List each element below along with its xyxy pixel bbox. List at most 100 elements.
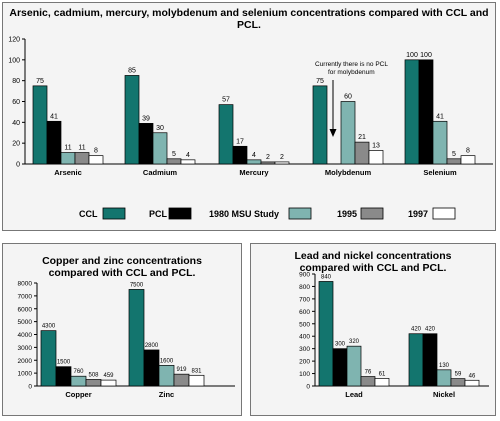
y-tick-label: 100 <box>8 57 20 64</box>
bar <box>128 289 145 387</box>
chart-title: Copper and zinc concentrations compared … <box>42 255 202 279</box>
bar-value-label: 919 <box>176 367 187 373</box>
y-tick-label: 900 <box>299 272 310 279</box>
bar <box>40 330 57 387</box>
bar-value-label: 1500 <box>57 360 71 366</box>
y-tick-label: 2000 <box>18 358 33 365</box>
chart-svg-copper-zinc: 0 1000 2000 3000 4000 5000 6000 7000 8000 4300 150… <box>18 281 235 399</box>
bar-value-label: 840 <box>321 274 332 280</box>
bar <box>422 333 438 387</box>
bar <box>418 59 434 165</box>
legend-swatch <box>288 207 312 220</box>
bar-value-label: 100 <box>420 52 432 59</box>
category-label: Mercury <box>239 168 269 177</box>
bar <box>143 349 160 387</box>
bar-value-label: 508 <box>88 372 99 378</box>
bar <box>340 101 356 165</box>
annotation-text: for molybdenum <box>328 69 375 76</box>
legend-label: 1995 <box>337 209 357 219</box>
category-label: Copper <box>65 390 91 399</box>
bar <box>318 281 334 387</box>
y-tick-label: 8000 <box>18 281 33 288</box>
bar-value-label: 760 <box>73 369 84 375</box>
bar <box>246 159 262 165</box>
bar-value-label: 5 <box>452 151 456 158</box>
bar <box>436 369 452 387</box>
bar-value-label: 46 <box>469 373 476 379</box>
bar <box>158 365 175 387</box>
legend-swatch <box>102 207 126 220</box>
bar <box>432 120 448 165</box>
category-label: Zinc <box>159 390 174 399</box>
bar-value-label: 1600 <box>160 358 174 364</box>
bar <box>374 378 390 387</box>
bar-value-label: 41 <box>436 113 444 120</box>
bar-value-label: 85 <box>128 67 136 74</box>
bar <box>354 141 370 165</box>
chart-panel-copper-zinc: Copper and zinc concentrations compared … <box>2 243 242 416</box>
chart-panel-lead-nickel: Lead and nickel concentrations compared … <box>250 243 496 416</box>
bar <box>166 158 182 165</box>
bar <box>274 161 290 165</box>
y-tick-label: 6000 <box>18 306 33 313</box>
bar <box>464 379 480 387</box>
y-tick-label: 0 <box>28 384 32 391</box>
bar-value-label: 21 <box>358 134 366 141</box>
y-tick-label: 700 <box>299 296 310 303</box>
bar <box>100 379 117 387</box>
y-tick-label: 3000 <box>18 345 33 352</box>
y-tick-label: 300 <box>299 346 310 353</box>
bar <box>218 104 234 165</box>
bar-value-label: 11 <box>64 145 71 152</box>
bar-value-label: 39 <box>142 115 150 122</box>
y-tick-label: 200 <box>299 359 310 366</box>
bar <box>232 145 248 165</box>
bar-value-label: 130 <box>439 363 450 369</box>
bar-value-label: 11 <box>78 145 85 152</box>
bar-value-label: 76 <box>365 370 372 376</box>
bar <box>60 152 76 165</box>
bar-value-label: 459 <box>103 373 114 379</box>
category-label: Nickel <box>433 390 455 399</box>
bar <box>460 155 476 165</box>
bar <box>74 152 90 165</box>
bar <box>85 379 102 387</box>
bar <box>138 123 154 165</box>
bar <box>260 161 276 165</box>
chart-panel-heavy-metals: Arsenic, cadmium, mercury, molybdenum an… <box>2 2 496 231</box>
category-label: Selenium <box>423 168 457 177</box>
bar <box>180 159 196 165</box>
y-tick-label: 7000 <box>18 293 33 300</box>
bar-value-label: 420 <box>425 327 436 333</box>
bar-value-label: 100 <box>406 52 418 59</box>
bar-value-label: 831 <box>191 368 202 374</box>
legend-swatch <box>360 207 384 220</box>
y-tick-label: 800 <box>299 284 310 291</box>
bar-value-label: 59 <box>455 372 462 378</box>
y-tick-label: 1000 <box>18 371 33 378</box>
bar <box>368 150 384 165</box>
bar <box>408 333 424 387</box>
bar <box>360 376 376 387</box>
bar <box>446 158 462 165</box>
category-label: Molybdenum <box>325 168 372 177</box>
bar <box>70 375 87 387</box>
bar <box>450 378 466 387</box>
bar <box>124 75 140 165</box>
bar-value-label: 75 <box>316 78 324 85</box>
bar-value-label: 7500 <box>130 282 144 288</box>
bar-value-label: 5 <box>172 151 176 158</box>
bar-value-label: 17 <box>236 138 244 145</box>
legend-swatch <box>168 207 192 220</box>
bar <box>312 85 328 165</box>
legend-label: 1997 <box>408 209 428 219</box>
category-label: Lead <box>345 390 363 399</box>
bar-value-label: 13 <box>372 142 380 149</box>
y-tick-label: 600 <box>299 309 310 316</box>
bar-value-label: 300 <box>335 342 346 348</box>
y-tick-label: 5000 <box>18 319 33 326</box>
bar <box>55 366 72 387</box>
chart-title: Arsenic, cadmium, mercury, molybdenum an… <box>9 7 489 31</box>
bar-value-label: 320 <box>349 339 360 345</box>
bar-value-label: 2 <box>280 154 284 161</box>
